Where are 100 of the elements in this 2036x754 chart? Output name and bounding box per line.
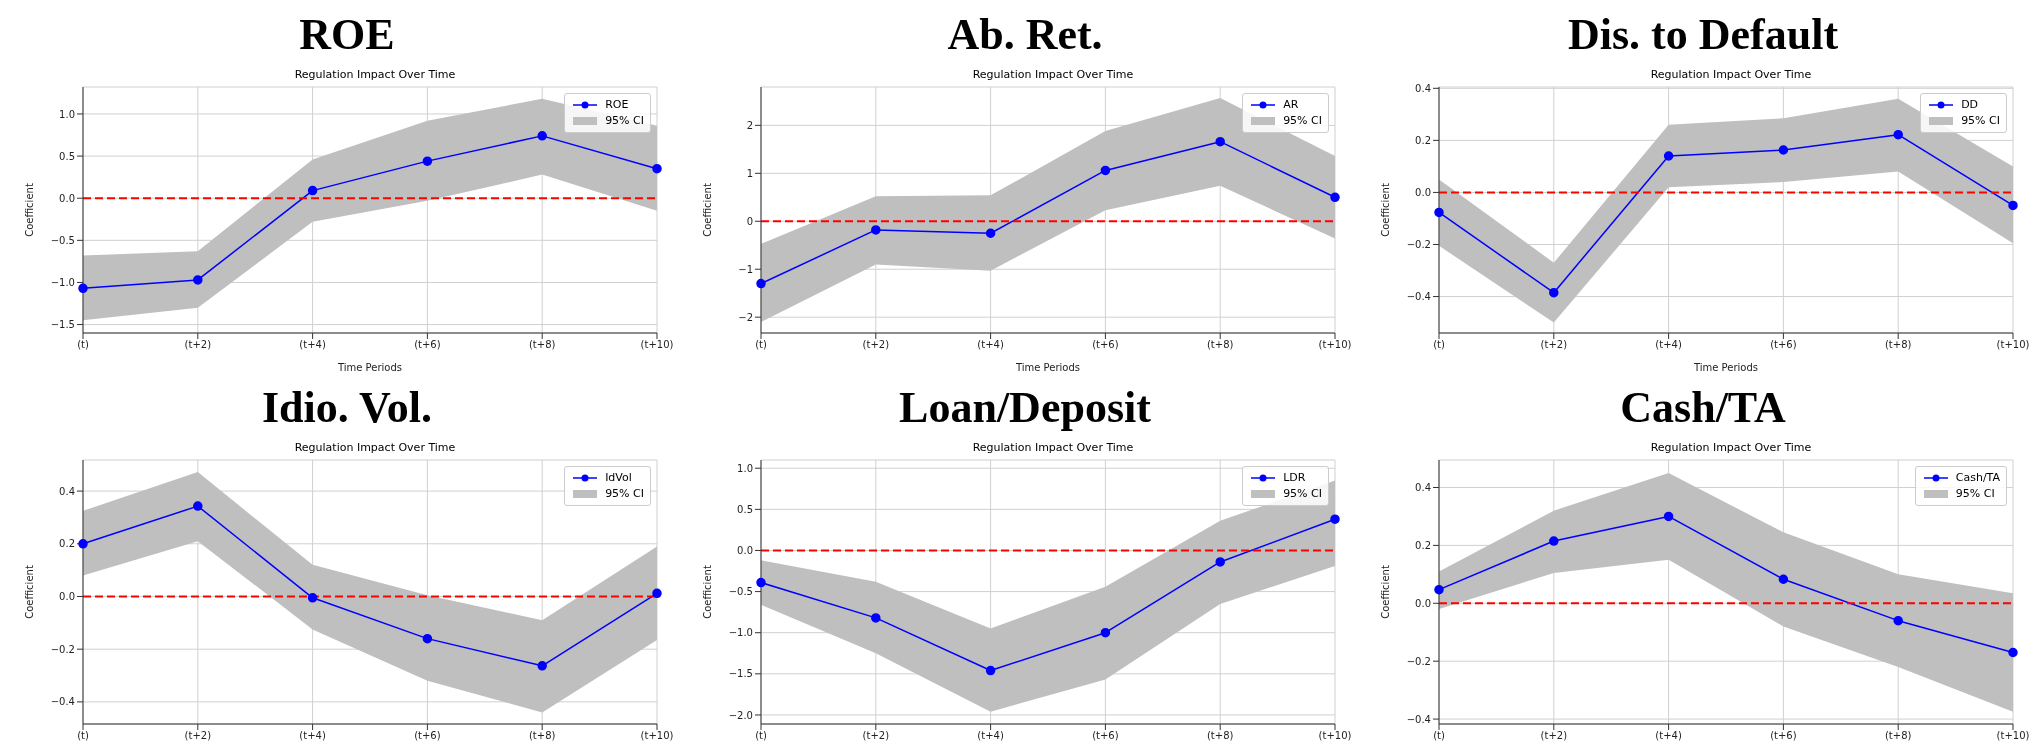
legend-label: IdVol — [605, 470, 632, 486]
x-tick-label: (t+4) — [977, 339, 1004, 351]
x-tick-label: (t+8) — [1884, 339, 1912, 351]
chart-title: Idio. Vol. — [262, 382, 432, 434]
x-tick-label: (t+8) — [528, 339, 556, 351]
chart-title: Cash/TA — [1620, 382, 1786, 434]
y-tick-label: 0.0 — [737, 545, 753, 557]
y-tick-label: 0.2 — [1415, 539, 1431, 551]
point — [652, 163, 662, 174]
x-tick-label: (t+6) — [414, 339, 441, 351]
x-tick-label: (t+10) — [1996, 730, 2030, 742]
x-tick-label: (t+2) — [184, 730, 212, 742]
x-axis-title: Time Periods — [336, 362, 403, 373]
x-tick-label: (t+6) — [1092, 730, 1119, 742]
point — [1549, 287, 1559, 298]
y-tick-label: −0.2 — [50, 643, 75, 655]
x-tick-label: (t) — [755, 339, 767, 351]
point — [307, 593, 318, 603]
y-tick-label: 0.4 — [1415, 482, 1431, 494]
y-axis-title: Coefficient — [23, 183, 35, 237]
x-tick-label: (t+4) — [299, 730, 326, 742]
point — [1549, 536, 1559, 546]
x-tick-label: (t+8) — [1884, 730, 1912, 742]
point — [2008, 200, 2018, 211]
y-tick-label: 0.0 — [59, 192, 75, 204]
chart-subtitle: Regulation Impact Over Time — [972, 441, 1134, 454]
y-tick-label: −0.2 — [1406, 239, 1431, 251]
x-tick-label: (t+10) — [640, 730, 674, 742]
point — [985, 228, 996, 239]
point — [652, 588, 662, 599]
point — [985, 665, 996, 676]
y-tick-label: −0.4 — [1406, 291, 1431, 303]
y-tick-label: 0.0 — [59, 591, 75, 603]
legend-label: LDR — [1283, 470, 1306, 486]
chart-title: Dis. to Default — [1567, 9, 1839, 61]
x-tick-label: (t+2) — [184, 339, 212, 351]
x-tick-label: (t) — [1433, 730, 1445, 742]
annotation: 95% CI — [605, 113, 644, 129]
y-tick-label: 0.5 — [737, 503, 753, 515]
x-tick-label: (t+6) — [414, 730, 441, 742]
chart-subtitle: Regulation Impact Over Time — [294, 441, 456, 454]
point — [871, 225, 881, 235]
point — [1434, 207, 1444, 218]
point — [1778, 574, 1789, 585]
annotation: 95% CI — [1955, 486, 1995, 502]
point — [1215, 557, 1225, 567]
point — [756, 577, 766, 588]
y-tick-label: −1.5 — [50, 319, 75, 331]
x-tick-label: (t+4) — [1655, 730, 1682, 742]
y-tick-label: −1.5 — [728, 668, 753, 680]
y-tick-label: −0.4 — [50, 696, 75, 708]
y-tick-label: 0.0 — [1415, 186, 1431, 198]
y-tick-label: −0.5 — [50, 234, 75, 246]
x-tick-label: (t+4) — [299, 339, 326, 351]
x-tick-label: (t) — [77, 730, 89, 742]
y-axis-title: Coefficient — [23, 565, 35, 619]
chart-subtitle: Regulation Impact Over Time — [1650, 68, 1812, 81]
y-tick-label: −0.2 — [1406, 655, 1431, 667]
point — [193, 275, 203, 285]
point — [78, 539, 88, 549]
y-tick-label: 0.4 — [59, 485, 75, 497]
point — [1330, 192, 1340, 203]
x-tick-label: (t) — [1433, 339, 1445, 351]
y-axis-title: Coefficient — [1379, 183, 1391, 237]
point — [537, 661, 547, 671]
y-tick-label: −1 — [738, 263, 753, 275]
x-tick-label: (t+2) — [1540, 339, 1568, 351]
y-axis-title: Coefficient — [701, 565, 713, 619]
x-tick-label: (t+2) — [862, 339, 890, 351]
point — [1215, 136, 1225, 147]
point — [1330, 514, 1340, 524]
point — [78, 283, 88, 294]
point — [1893, 615, 1903, 626]
y-tick-label: 0.5 — [59, 150, 75, 162]
y-tick-label: −0.4 — [1406, 713, 1431, 725]
point — [1100, 165, 1111, 176]
x-tick-label: (t+2) — [862, 730, 890, 742]
annotation: 95% CI — [1961, 113, 2000, 129]
legend-label: AR — [1283, 97, 1299, 113]
point — [422, 156, 433, 166]
x-tick-label: (t+4) — [977, 730, 1004, 742]
point — [1434, 584, 1444, 595]
x-tick-label: (t+10) — [640, 339, 674, 351]
point — [422, 633, 433, 644]
point — [871, 613, 881, 623]
y-tick-label: 0.0 — [1415, 597, 1431, 609]
annotation: 95% CI — [605, 486, 644, 502]
point — [1663, 511, 1674, 522]
y-axis-title: Coefficient — [701, 183, 713, 237]
chart-title: Loan/Deposit — [899, 382, 1151, 434]
x-tick-label: (t+6) — [1770, 730, 1797, 742]
x-tick-label: (t+10) — [1996, 339, 2030, 351]
x-tick-label: (t+10) — [1318, 339, 1352, 351]
y-tick-label: 0.2 — [59, 538, 75, 550]
y-tick-label: −1.0 — [50, 277, 75, 288]
chart-title: ROE — [299, 9, 395, 61]
y-tick-label: 2 — [746, 119, 753, 131]
x-tick-label: (t+6) — [1770, 339, 1797, 351]
x-tick-label: (t+8) — [1206, 730, 1234, 742]
point — [2008, 647, 2018, 658]
